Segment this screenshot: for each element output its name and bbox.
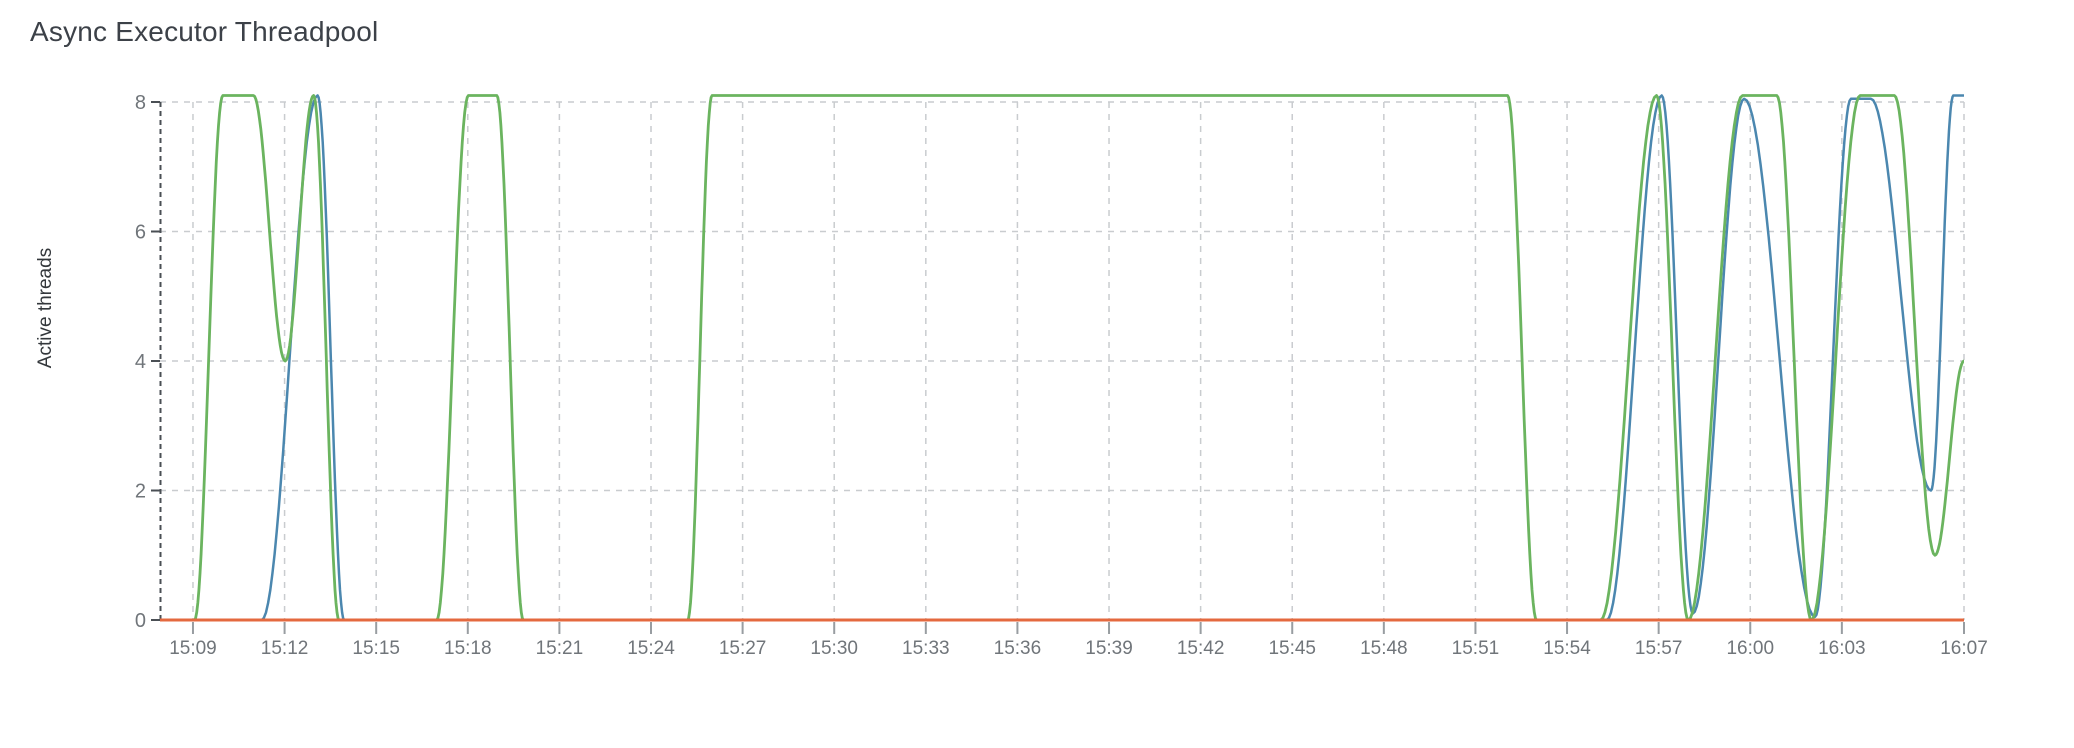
x-tick-label: 15:12 (261, 638, 309, 659)
x-tick-label: 15:09 (169, 638, 217, 659)
x-tick-label: 15:15 (352, 638, 400, 659)
x-tick-label: 15:18 (444, 638, 492, 659)
x-tick-label: 15:39 (1085, 638, 1133, 659)
x-tick-label: 16:03 (1818, 638, 1866, 659)
x-tick-label: 15:57 (1635, 638, 1683, 659)
x-tick-label: 15:21 (536, 638, 584, 659)
x-tick-label: 15:36 (994, 638, 1042, 659)
y-tick-label: 4 (135, 351, 146, 373)
series-line-active-threads-green (160, 94, 1964, 622)
y-tick-label: 8 (135, 92, 146, 114)
x-tick-label: 16:00 (1726, 638, 1774, 659)
x-tick-label: 15:45 (1268, 638, 1316, 659)
y-tick-label: 2 (135, 481, 146, 503)
x-tick-label: 15:27 (719, 638, 767, 659)
series-group (160, 94, 1964, 622)
x-tick-label: 15:30 (810, 638, 858, 659)
x-tick-label: 15:42 (1177, 638, 1225, 659)
y-tick-label: 6 (135, 222, 146, 244)
x-tick-label: 15:54 (1543, 638, 1591, 659)
y-tick-label: 0 (135, 610, 146, 632)
x-tick-label: 15:24 (627, 638, 675, 659)
x-tick-label: 15:51 (1452, 638, 1500, 659)
x-tick-label: 16:07 (1940, 638, 1988, 659)
panel-title: Async Executor Threadpool (30, 16, 379, 47)
x-tick-label: 15:48 (1360, 638, 1408, 659)
series-line-active-threads-blue (160, 94, 1964, 622)
x-tick-label: 15:33 (902, 638, 950, 659)
